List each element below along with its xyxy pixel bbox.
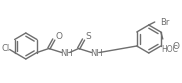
Text: Cl: Cl [2,44,10,53]
Text: O: O [56,32,63,41]
Text: NH: NH [60,49,73,58]
Text: S: S [86,32,91,41]
Text: HOC: HOC [161,45,178,54]
Text: O: O [173,42,180,51]
Text: Br: Br [160,18,169,26]
Text: NH: NH [90,49,103,58]
